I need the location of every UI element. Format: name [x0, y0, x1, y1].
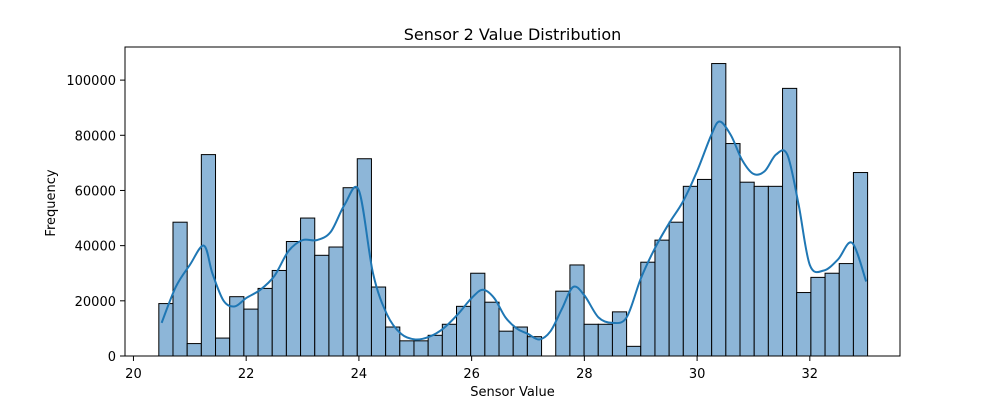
x-tick-label: 20 [125, 367, 142, 382]
histogram-bar [328, 246, 344, 357]
histogram-bar [824, 272, 840, 357]
histogram-bar [682, 185, 698, 357]
histogram-bar [810, 276, 826, 357]
chart-title: Sensor 2 Value Distribution [404, 25, 622, 44]
histogram-bar [484, 301, 500, 357]
histogram-bar [314, 254, 330, 357]
histogram-bar [257, 287, 273, 357]
histogram-bar [215, 337, 231, 357]
histogram-bar [654, 239, 670, 357]
y-tick-label: 100000 [66, 74, 116, 89]
histogram-bar [569, 264, 585, 357]
y-tick-label: 60000 [75, 184, 116, 199]
histogram-bar [796, 292, 812, 357]
x-tick-label: 28 [576, 367, 593, 382]
y-tick-label: 0 [108, 350, 116, 365]
histogram-bar [838, 263, 854, 357]
histogram-bar [271, 269, 287, 357]
bars-layer [158, 63, 869, 357]
histogram-bar [370, 286, 387, 357]
histogram-bar [413, 340, 429, 357]
histogram-bar [782, 87, 798, 357]
plot-frame [124, 46, 901, 357]
histogram-bar [767, 185, 784, 357]
histogram-bar [441, 323, 458, 357]
histogram-bar [640, 261, 656, 357]
x-tick-label: 24 [351, 367, 368, 382]
y-axis-label: Frequency [44, 169, 59, 236]
histogram-bar [427, 334, 443, 357]
histogram-bar [739, 181, 755, 357]
histogram-bar [696, 178, 713, 357]
histogram-bar [611, 311, 628, 357]
x-tick-label: 32 [802, 367, 819, 382]
x-axis-label: Sensor Value [470, 385, 554, 400]
histogram-bar [555, 290, 571, 357]
histogram-bar [626, 345, 642, 357]
x-tick-label: 22 [238, 367, 255, 382]
histogram-bar [597, 323, 613, 357]
kde-layer [160, 120, 868, 341]
kde-curve [160, 120, 868, 341]
histogram-bar [668, 221, 684, 357]
histogram-bar [753, 185, 769, 357]
histogram-bar [186, 343, 202, 357]
histogram-bar [498, 330, 514, 357]
histogram-bar [725, 143, 741, 357]
histogram-bar [285, 241, 302, 357]
histogram-bar [399, 340, 415, 357]
histogram-bar [583, 323, 599, 357]
histogram-bar [342, 187, 358, 357]
axes-layer: 20 22 24 26 28 30 32 0 20000 40000 60000 80000 10000… [66, 46, 901, 382]
histogram-bar [243, 308, 259, 357]
x-tick-label: 26 [463, 367, 480, 382]
histogram-bar [470, 272, 486, 357]
y-tick-label: 40000 [75, 240, 116, 255]
x-tick-label: 30 [689, 367, 706, 382]
y-tick-label: 20000 [75, 295, 116, 310]
y-tick-label: 80000 [75, 129, 116, 144]
histogram-bar [711, 63, 727, 357]
